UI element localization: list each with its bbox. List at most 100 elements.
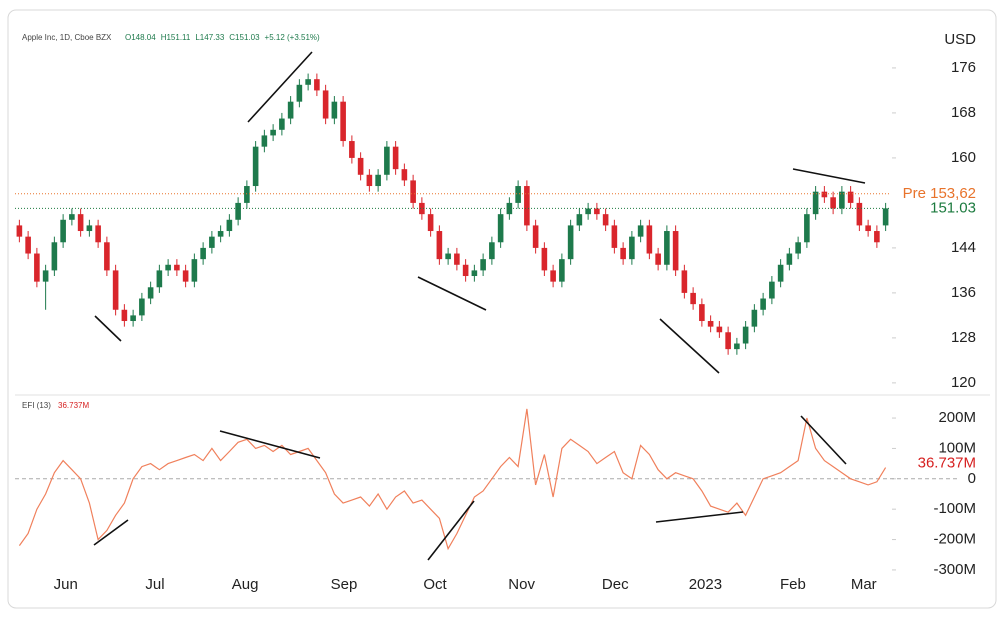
candle-body bbox=[690, 292, 696, 305]
candle-body bbox=[497, 214, 504, 243]
candle-body bbox=[734, 343, 740, 350]
candle-body bbox=[366, 174, 373, 187]
candle-body bbox=[515, 186, 521, 203]
y-tick-label: -300M bbox=[933, 561, 976, 578]
candle-body bbox=[375, 174, 381, 187]
candle-body bbox=[270, 129, 276, 136]
candle-body bbox=[147, 287, 154, 299]
candle-body bbox=[567, 225, 574, 260]
candle-body bbox=[349, 141, 355, 158]
candle-body bbox=[742, 326, 749, 344]
candle-body bbox=[60, 219, 66, 243]
axis-unit: USD bbox=[944, 31, 976, 48]
trendline bbox=[247, 51, 313, 123]
candle-body bbox=[384, 146, 390, 175]
candle-body bbox=[664, 231, 670, 265]
trendline bbox=[94, 315, 122, 342]
candle-body bbox=[244, 186, 250, 203]
candle-body bbox=[104, 242, 110, 271]
candle-body bbox=[786, 253, 793, 265]
y-tick-label: 100M bbox=[938, 439, 976, 456]
trendlines bbox=[93, 51, 866, 561]
candle-body bbox=[427, 214, 434, 232]
candle-body bbox=[681, 270, 688, 293]
x-tick-label: 2023 bbox=[689, 576, 722, 593]
candle-body bbox=[532, 225, 539, 248]
candle-body bbox=[462, 264, 469, 277]
candle-body bbox=[51, 242, 58, 271]
ohlc-value: C151.03 bbox=[229, 33, 260, 42]
candle-body bbox=[541, 247, 548, 271]
candle-body bbox=[716, 326, 723, 333]
current-value-label: 36.737M bbox=[918, 455, 976, 472]
candle-body bbox=[882, 208, 889, 226]
candle-body bbox=[296, 84, 303, 102]
x-tick-label: Aug bbox=[232, 576, 259, 593]
candle-body bbox=[602, 214, 609, 226]
candle-body bbox=[25, 236, 31, 254]
candle-body bbox=[34, 253, 40, 282]
candle-body bbox=[305, 79, 311, 85]
candle-body bbox=[191, 259, 198, 282]
candle-body bbox=[839, 191, 845, 209]
y-tick-label: -200M bbox=[933, 531, 976, 548]
legend-title: Apple Inc, 1D, Cboe BZX bbox=[22, 33, 112, 42]
y-tick-label: 128 bbox=[951, 329, 976, 346]
candle-body bbox=[725, 332, 731, 350]
candle-body bbox=[112, 270, 119, 310]
candle-body bbox=[95, 225, 101, 243]
candle-body bbox=[699, 304, 705, 322]
candle-body bbox=[410, 180, 416, 203]
candle-body bbox=[209, 236, 215, 248]
candle-body bbox=[795, 242, 801, 254]
candle-body bbox=[830, 197, 836, 209]
y-tick-label: 144 bbox=[951, 239, 976, 256]
y-tick-label: 120 bbox=[951, 374, 976, 391]
candle-body bbox=[235, 202, 241, 220]
candle-body bbox=[121, 309, 128, 322]
candle-body bbox=[506, 202, 513, 215]
candle-body bbox=[130, 315, 136, 322]
trendline bbox=[427, 500, 475, 561]
y-tick-label: 176 bbox=[951, 59, 976, 76]
candle-body bbox=[200, 247, 206, 260]
candle-body bbox=[322, 90, 329, 119]
frame bbox=[7, 9, 997, 609]
candle-body bbox=[646, 225, 653, 254]
x-tick-label: Jul bbox=[145, 576, 164, 593]
candle-body bbox=[480, 259, 486, 271]
y-tick-label: 168 bbox=[951, 104, 976, 121]
last-price-line-label: 151.03 bbox=[930, 199, 976, 216]
x-tick-label: Nov bbox=[508, 576, 535, 593]
candle-body bbox=[856, 202, 863, 226]
trendline bbox=[219, 430, 321, 459]
premarket-line-label: Pre 153,62 bbox=[903, 185, 976, 202]
candle-body bbox=[559, 259, 565, 282]
trendline bbox=[655, 511, 744, 523]
x-tick-label: Jun bbox=[54, 576, 78, 593]
candle-body bbox=[69, 214, 75, 220]
y-tick-label: 160 bbox=[951, 149, 976, 166]
candle-body bbox=[165, 264, 171, 271]
candle-body bbox=[314, 79, 320, 91]
indicator-title: EFI (13) bbox=[22, 401, 51, 410]
candle-body bbox=[77, 214, 84, 232]
candle-body bbox=[655, 253, 661, 265]
candle-body bbox=[672, 231, 679, 271]
candle-body bbox=[620, 247, 626, 260]
candle-body bbox=[804, 214, 810, 243]
y-tick-label: 200M bbox=[938, 409, 976, 426]
candle-body bbox=[340, 101, 346, 142]
trendline bbox=[792, 168, 866, 184]
trendline bbox=[659, 318, 720, 374]
candle-body bbox=[611, 225, 618, 248]
candle-body bbox=[777, 264, 784, 282]
y-tick-label: 0 bbox=[968, 470, 976, 487]
candle-body bbox=[760, 298, 766, 310]
x-tick-label: Feb bbox=[780, 576, 806, 593]
candle-body bbox=[471, 270, 478, 277]
candle-body bbox=[751, 309, 758, 327]
ohlc-value: +5.12 (+3.51%) bbox=[265, 33, 320, 42]
